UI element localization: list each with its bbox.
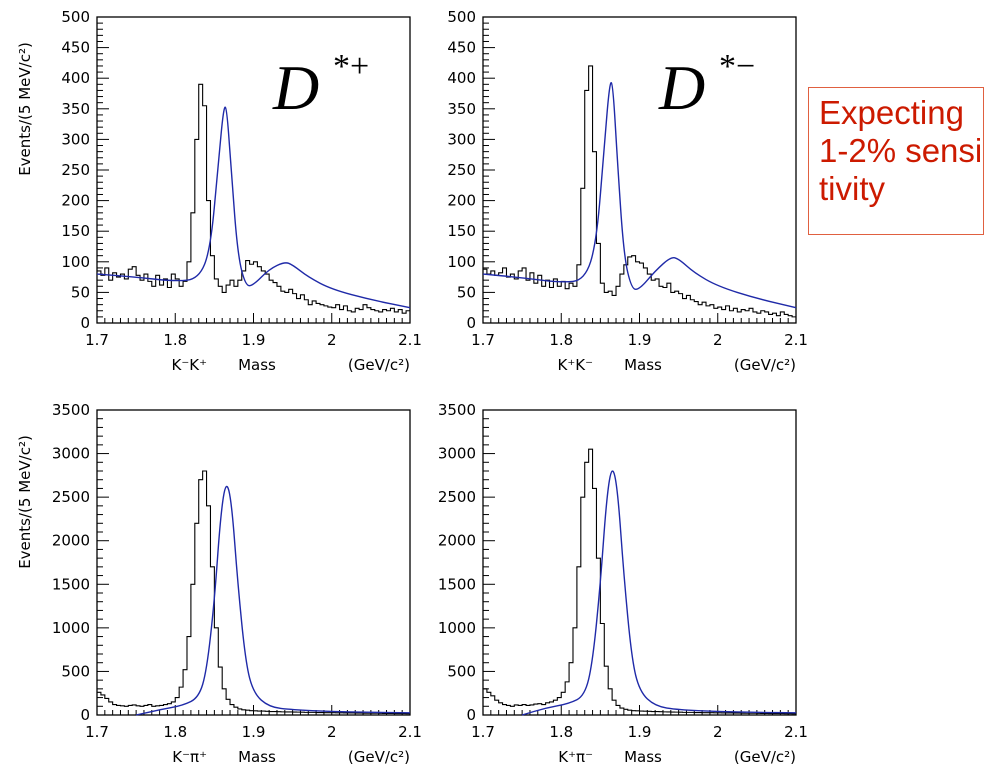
- y-tick-label: 500: [447, 8, 476, 26]
- y-tick-label: 2500: [438, 488, 476, 506]
- x-axis-label-units: (GeV/c²): [348, 748, 410, 766]
- y-tick-label: 500: [61, 8, 90, 26]
- x-tick-label: 1.8: [163, 331, 187, 349]
- y-tick-label: 50: [71, 283, 90, 301]
- y-tick-label: 3000: [52, 445, 90, 463]
- plot-panel-4: 0 500 1000 1500 2000 2500 3000 3500 1.7 1.8 1.9 2 2.…: [438, 401, 808, 766]
- y-tick-label: 300: [447, 130, 476, 148]
- fit-curve: [96, 106, 411, 309]
- y-tick-label: 3000: [438, 445, 476, 463]
- annotation-box: Expecting 1-2% sensitivity: [808, 87, 984, 235]
- x-tick-label: 1.7: [85, 723, 109, 741]
- panel-label-main: D: [272, 52, 319, 123]
- x-axis-label-mass: Mass: [238, 748, 276, 766]
- y-tick-label: 500: [447, 662, 476, 680]
- panel-label-sup: *+: [333, 48, 369, 85]
- x-tick-label: 2: [327, 723, 337, 741]
- x-tick-label: 1.8: [163, 723, 187, 741]
- histogram-series: [97, 470, 410, 715]
- x-tick-label: 2: [327, 331, 337, 349]
- x-tick-label: 2.1: [398, 331, 422, 349]
- panel-label-main: D: [658, 52, 705, 123]
- plot-frame: [96, 409, 411, 716]
- y-tick-label: 0: [466, 314, 476, 332]
- x-tick-label: 2.1: [784, 723, 808, 741]
- y-tick-label: 3500: [438, 401, 476, 419]
- plot-panel-2: 0 50 100 150 200 250 300 350 400 450 500 1.7 1.8 1.9 2…: [447, 8, 808, 374]
- x-axis-label-units: (GeV/c²): [734, 356, 796, 374]
- x-tick-label: 1.7: [85, 331, 109, 349]
- histogram-series: [483, 65, 796, 318]
- y-tick-label: 1500: [438, 575, 476, 593]
- x-axis-label-mass: Mass: [624, 748, 662, 766]
- y-axis-label: Events/(5 MeV/c²): [16, 42, 34, 176]
- x-tick-label: 1.7: [471, 331, 495, 349]
- x-tick-label: 1.9: [242, 723, 266, 741]
- panel-label-sup: *−: [719, 48, 755, 85]
- x-tick-label: 2.1: [784, 331, 808, 349]
- y-tick-label: 0: [466, 706, 476, 724]
- histogram-series: [483, 448, 796, 715]
- x-tick-label: 2.1: [398, 723, 422, 741]
- y-tick-label: 100: [447, 253, 476, 271]
- x-tick-label: 2: [713, 331, 723, 349]
- y-tick-label: 2500: [52, 488, 90, 506]
- x-tick-label: 1.7: [471, 723, 495, 741]
- y-tick-label: 200: [61, 192, 90, 210]
- x-tick-label: 1.9: [628, 331, 652, 349]
- y-tick-label: 2000: [52, 532, 90, 550]
- y-axis-label: Events/(5 MeV/c²): [16, 435, 34, 569]
- x-tick-label: 1.8: [549, 331, 573, 349]
- x-axis-label-mass: Mass: [238, 356, 276, 374]
- y-tick-label: 0: [80, 314, 90, 332]
- y-tick-label: 300: [61, 130, 90, 148]
- y-tick-label: 450: [61, 39, 90, 57]
- y-tick-label: 150: [61, 222, 90, 240]
- x-tick-label: 2: [713, 723, 723, 741]
- y-tick-label: 1000: [52, 619, 90, 637]
- y-tick-label: 50: [457, 283, 476, 301]
- x-axis-label-particles: K⁻K⁺: [171, 356, 207, 374]
- annotation-text: Expecting 1-2% sensitivity: [819, 94, 983, 207]
- plot-frame: [482, 409, 797, 716]
- plot-panel-1: 0 50 100 150 200 250 300 350 400 450 500 1.7 1.8 1.9 2…: [16, 8, 422, 374]
- y-tick-label: 200: [447, 192, 476, 210]
- x-tick-label: 1.8: [549, 723, 573, 741]
- y-tick-label: 0: [80, 706, 90, 724]
- y-tick-label: 450: [447, 39, 476, 57]
- x-tick-label: 1.9: [628, 723, 652, 741]
- fit-curve: [135, 485, 411, 716]
- y-tick-label: 400: [61, 69, 90, 87]
- x-axis-label-mass: Mass: [624, 356, 662, 374]
- y-tick-label: 250: [61, 161, 90, 179]
- y-tick-label: 250: [447, 161, 476, 179]
- y-tick-label: 1000: [438, 619, 476, 637]
- x-axis-label-units: (GeV/c²): [734, 748, 796, 766]
- y-tick-label: 3500: [52, 401, 90, 419]
- y-tick-label: 400: [447, 69, 476, 87]
- x-axis-label-particles: K⁺K⁻: [557, 356, 593, 374]
- y-tick-label: 150: [447, 222, 476, 240]
- x-axis-label-units: (GeV/c²): [348, 356, 410, 374]
- y-tick-label: 500: [61, 662, 90, 680]
- y-tick-label: 350: [61, 100, 90, 118]
- y-tick-label: 100: [61, 253, 90, 271]
- y-tick-label: 1500: [52, 575, 90, 593]
- fit-curve: [521, 470, 797, 716]
- y-tick-label: 350: [447, 100, 476, 118]
- y-tick-label: 2000: [438, 532, 476, 550]
- x-axis-label-particles: K⁻π⁺: [172, 748, 207, 766]
- plot-panel-3: 0 500 1000 1500 2000 2500 3000 3500 1.7 1.8 1.9 2 2.…: [16, 401, 422, 766]
- fit-curve: [482, 82, 797, 309]
- x-axis-label-particles: K⁺π⁻: [558, 748, 593, 766]
- histogram-series: [97, 83, 410, 314]
- x-tick-label: 1.9: [242, 331, 266, 349]
